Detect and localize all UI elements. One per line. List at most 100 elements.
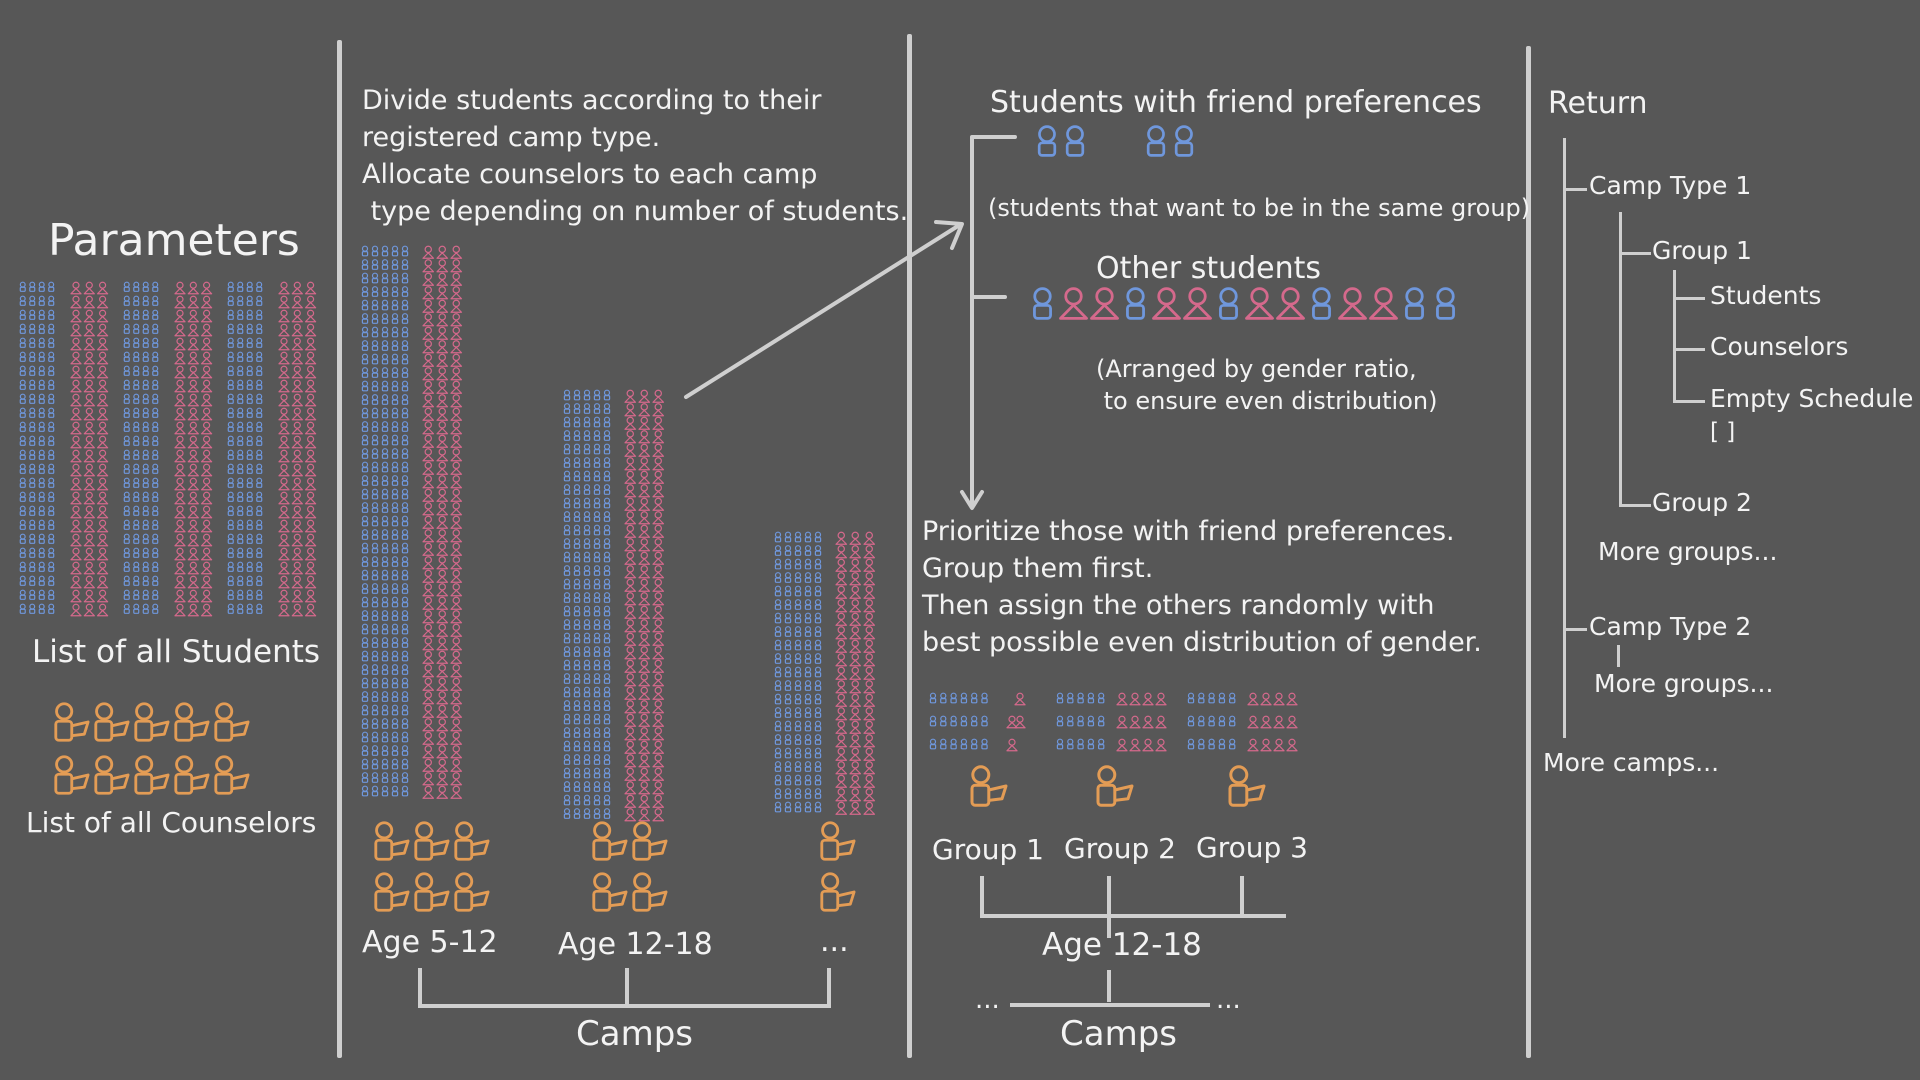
female-student-icon — [422, 299, 435, 313]
male-student-icon — [246, 547, 253, 558]
groups-bracket-tick-3 — [1240, 876, 1244, 918]
female-student-icon — [624, 430, 637, 444]
counselor-icon — [1228, 765, 1266, 807]
male-student-icon — [246, 351, 253, 362]
male-student-icon — [133, 519, 140, 530]
male-student-icon — [391, 583, 399, 594]
male-student-icon — [593, 632, 601, 644]
male-student-icon — [371, 326, 379, 338]
male-student-icon — [573, 592, 581, 603]
female-student-icon — [70, 379, 82, 393]
male-student-icon — [401, 245, 409, 257]
male-student-icon — [1087, 738, 1095, 750]
male-student-icon — [583, 673, 591, 684]
male-student-icon — [48, 589, 55, 600]
male-student-icon — [774, 774, 782, 786]
female-student-icon — [652, 673, 665, 687]
male-student-icon — [603, 740, 611, 752]
male-student-icon — [256, 533, 263, 544]
male-student-icon — [381, 596, 389, 608]
male-student-icon — [970, 738, 978, 750]
tree-counselors: Counselors — [1710, 332, 1849, 361]
male-student-icon — [1198, 692, 1205, 704]
male-student-icon — [19, 309, 26, 320]
female-student-icon — [638, 605, 651, 619]
male-student-icon — [563, 403, 571, 414]
male-student-icon — [237, 519, 244, 530]
male-student-icon — [381, 367, 389, 378]
male-student-icon — [981, 692, 988, 704]
male-student-icon — [371, 515, 379, 527]
female-student-icon — [70, 575, 82, 589]
male-student-icon — [227, 589, 234, 600]
male-student-icon — [29, 547, 36, 558]
female-student-icon — [187, 533, 199, 547]
male-student-icon — [361, 704, 369, 716]
female-student-icon — [436, 556, 449, 570]
male-student-icon — [142, 421, 149, 432]
male-student-icon — [38, 561, 45, 572]
female-student-icon — [278, 463, 290, 477]
male-student-icon — [371, 340, 379, 351]
female-student-icon — [422, 326, 435, 340]
female-student-icon — [638, 524, 651, 538]
female-student-icon — [187, 365, 199, 379]
group-camp-stem — [1107, 970, 1111, 1002]
male-student-icon — [29, 603, 36, 614]
male-student-icon — [361, 758, 369, 770]
male-student-icon — [814, 747, 822, 759]
female-student-icon — [624, 511, 637, 525]
male-student-icon — [804, 720, 812, 732]
female-student-icon — [450, 245, 463, 259]
female-student-icon — [291, 323, 303, 337]
female-student-icon — [1142, 692, 1154, 706]
tree-students: Students — [1710, 281, 1822, 310]
male-student-icon — [237, 491, 244, 502]
female-student-icon — [291, 421, 303, 435]
separator-1 — [337, 40, 342, 1058]
female-student-icon — [863, 599, 876, 613]
female-student-icon — [450, 596, 463, 610]
male-student-icon — [391, 475, 399, 486]
male-student-icon — [381, 785, 389, 797]
male-student-icon — [401, 664, 409, 675]
male-student-icon — [152, 379, 159, 390]
male-student-icon — [401, 556, 409, 567]
female-student-icon — [638, 794, 651, 808]
female-student-icon — [450, 758, 463, 772]
female-student-icon — [849, 666, 862, 680]
male-student-icon — [152, 463, 159, 474]
female-student-icon — [291, 351, 303, 365]
male-student-icon — [256, 491, 263, 502]
female-student-icon — [624, 551, 637, 565]
male-student-icon — [1218, 738, 1226, 750]
male-student-icon — [563, 389, 571, 401]
female-student-icon — [450, 677, 463, 691]
female-student-icon — [422, 515, 435, 529]
female-student-icon — [835, 734, 848, 748]
male-student-icon — [804, 653, 812, 664]
female-student-icon — [200, 547, 213, 561]
male-student-icon — [237, 575, 244, 586]
male-student-icon — [401, 259, 409, 270]
male-student-icon — [227, 547, 234, 558]
female-student-icon — [436, 596, 449, 610]
male-student-icon — [391, 286, 399, 297]
female-student-icon — [422, 448, 435, 462]
male-student-icon — [391, 421, 399, 432]
female-student-icon — [450, 394, 463, 408]
male-student-icon — [142, 323, 149, 334]
female-student-icon — [835, 599, 848, 613]
male-student-icon — [563, 713, 571, 725]
female-student-icon — [652, 781, 665, 795]
male-student-icon — [246, 407, 253, 418]
male-student-icon — [603, 389, 611, 401]
female-student-icon — [200, 463, 213, 477]
male-student-icon — [19, 337, 26, 348]
male-student-icon — [152, 281, 159, 292]
male-student-icon — [38, 449, 45, 460]
female-student-icon — [200, 491, 213, 505]
male-student-icon — [38, 435, 45, 446]
female-student-icon — [624, 713, 637, 727]
female-student-icon — [200, 365, 213, 379]
